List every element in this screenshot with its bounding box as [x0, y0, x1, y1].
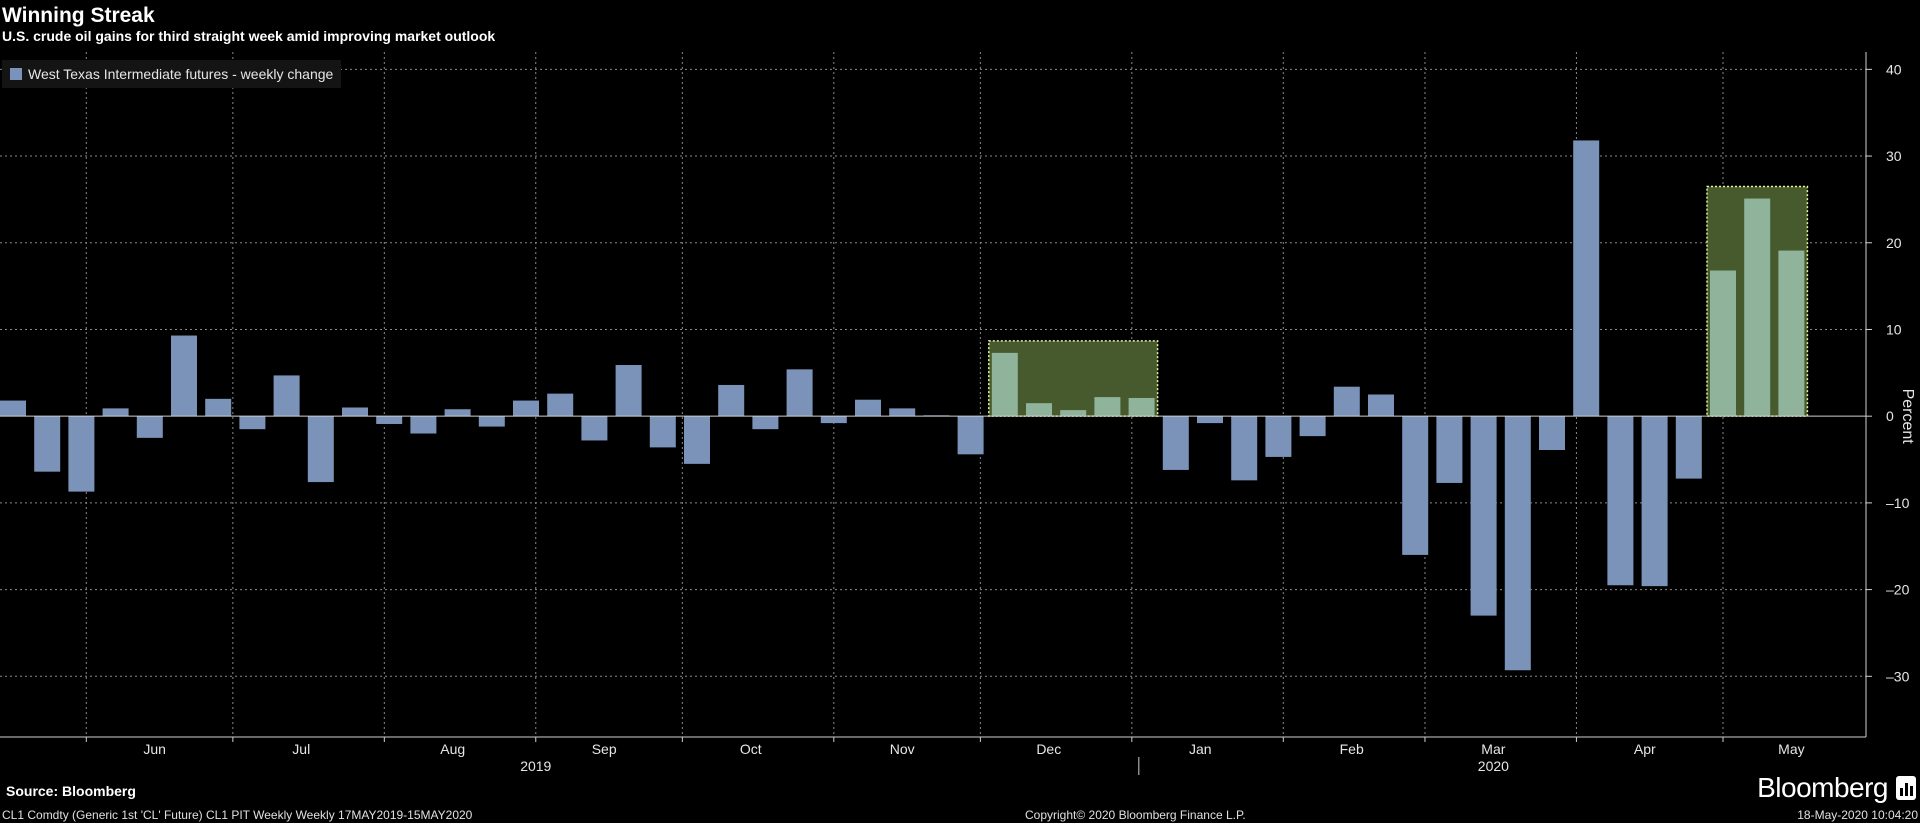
- bar: [0, 400, 26, 417]
- bar: [273, 375, 300, 417]
- bar: [1641, 416, 1668, 587]
- bar: [34, 416, 61, 472]
- bar: [1402, 416, 1429, 555]
- bar: [1333, 386, 1360, 417]
- bar: [991, 352, 1018, 417]
- y-tick-label: 0: [1886, 408, 1894, 424]
- bar: [581, 416, 608, 441]
- bloomberg-chart-icon: [1896, 776, 1916, 800]
- bar: [718, 384, 745, 417]
- bar: [1470, 416, 1497, 616]
- x-month-label: Sep: [592, 741, 617, 757]
- footer-timestamp: 18-May-2020 10:04:20: [1797, 808, 1918, 822]
- bar: [957, 416, 984, 455]
- bar: [649, 416, 676, 448]
- bloomberg-logo: Bloomberg: [1757, 772, 1888, 803]
- x-month-label: Jan: [1189, 741, 1212, 757]
- bar: [889, 408, 916, 417]
- bar: [307, 416, 334, 483]
- bar: [1504, 416, 1531, 671]
- x-month-label: Mar: [1481, 741, 1505, 757]
- footer-series-info: CL1 Comdty (Generic 1st 'CL' Future) CL1…: [2, 808, 473, 822]
- bar: [1026, 403, 1052, 417]
- bar: [547, 393, 574, 417]
- y-tick-label: 10: [1886, 321, 1902, 337]
- legend-label: West Texas Intermediate futures - weekly…: [28, 66, 334, 82]
- bar: [342, 407, 368, 417]
- footer-copyright: Copyright© 2020 Bloomberg Finance L.P.: [1025, 808, 1246, 822]
- bar: [615, 365, 642, 417]
- x-month-label: Jul: [292, 741, 310, 757]
- bar: [1094, 397, 1121, 417]
- x-month-label: Apr: [1634, 741, 1656, 757]
- bar: [684, 416, 710, 464]
- bar: [1778, 250, 1805, 417]
- source-label: Source: Bloomberg: [6, 783, 136, 799]
- bar: [376, 416, 403, 424]
- x-month-label: Oct: [740, 741, 762, 757]
- bar: [820, 416, 847, 424]
- y-tick-label: 40: [1886, 61, 1902, 77]
- bar: [1231, 416, 1258, 481]
- bar: [1675, 416, 1702, 479]
- bar: [410, 416, 437, 434]
- bar: [855, 399, 881, 417]
- bar: [171, 335, 197, 417]
- bar: [68, 416, 95, 492]
- chart-title: Winning Streak: [2, 4, 155, 27]
- chart-subtitle: U.S. crude oil gains for third straight …: [2, 28, 496, 44]
- bar: [1197, 416, 1223, 424]
- bar: [1299, 416, 1326, 437]
- bar: [1573, 140, 1600, 417]
- x-year-label: 2020: [1478, 758, 1509, 774]
- bar: [1128, 397, 1155, 417]
- bar: [136, 416, 163, 438]
- bar: [205, 398, 232, 417]
- bar: [1162, 416, 1189, 470]
- x-month-label: May: [1778, 741, 1804, 757]
- chart-legend: West Texas Intermediate futures - weekly…: [2, 60, 342, 88]
- y-tick-label: –20: [1886, 582, 1910, 598]
- x-month-label: Feb: [1340, 741, 1364, 757]
- legend-swatch: [10, 68, 22, 80]
- bar: [1060, 410, 1087, 417]
- y-tick-label: 20: [1886, 235, 1902, 251]
- bar: [513, 400, 539, 417]
- x-month-label: Jun: [143, 741, 166, 757]
- y-tick-label: 30: [1886, 148, 1902, 164]
- bar: [1607, 416, 1634, 586]
- bar: [444, 409, 471, 417]
- bar: [1539, 416, 1565, 450]
- bar: [1710, 270, 1736, 417]
- bar: [478, 416, 505, 427]
- y-tick-label: –30: [1886, 668, 1910, 684]
- bar: [1368, 394, 1394, 417]
- bar: [1744, 198, 1771, 417]
- bar: [752, 416, 779, 430]
- x-year-label: 2019: [520, 758, 551, 774]
- bar: [1265, 416, 1292, 457]
- bar: [102, 408, 129, 417]
- y-axis-label: Percent: [1899, 389, 1916, 445]
- y-tick-label: –10: [1886, 495, 1910, 511]
- bar: [1436, 416, 1463, 483]
- bar: [786, 369, 813, 417]
- x-month-label: Dec: [1036, 741, 1061, 757]
- x-month-label: Aug: [440, 741, 465, 757]
- bar: [239, 416, 266, 430]
- x-month-label: Nov: [890, 741, 915, 757]
